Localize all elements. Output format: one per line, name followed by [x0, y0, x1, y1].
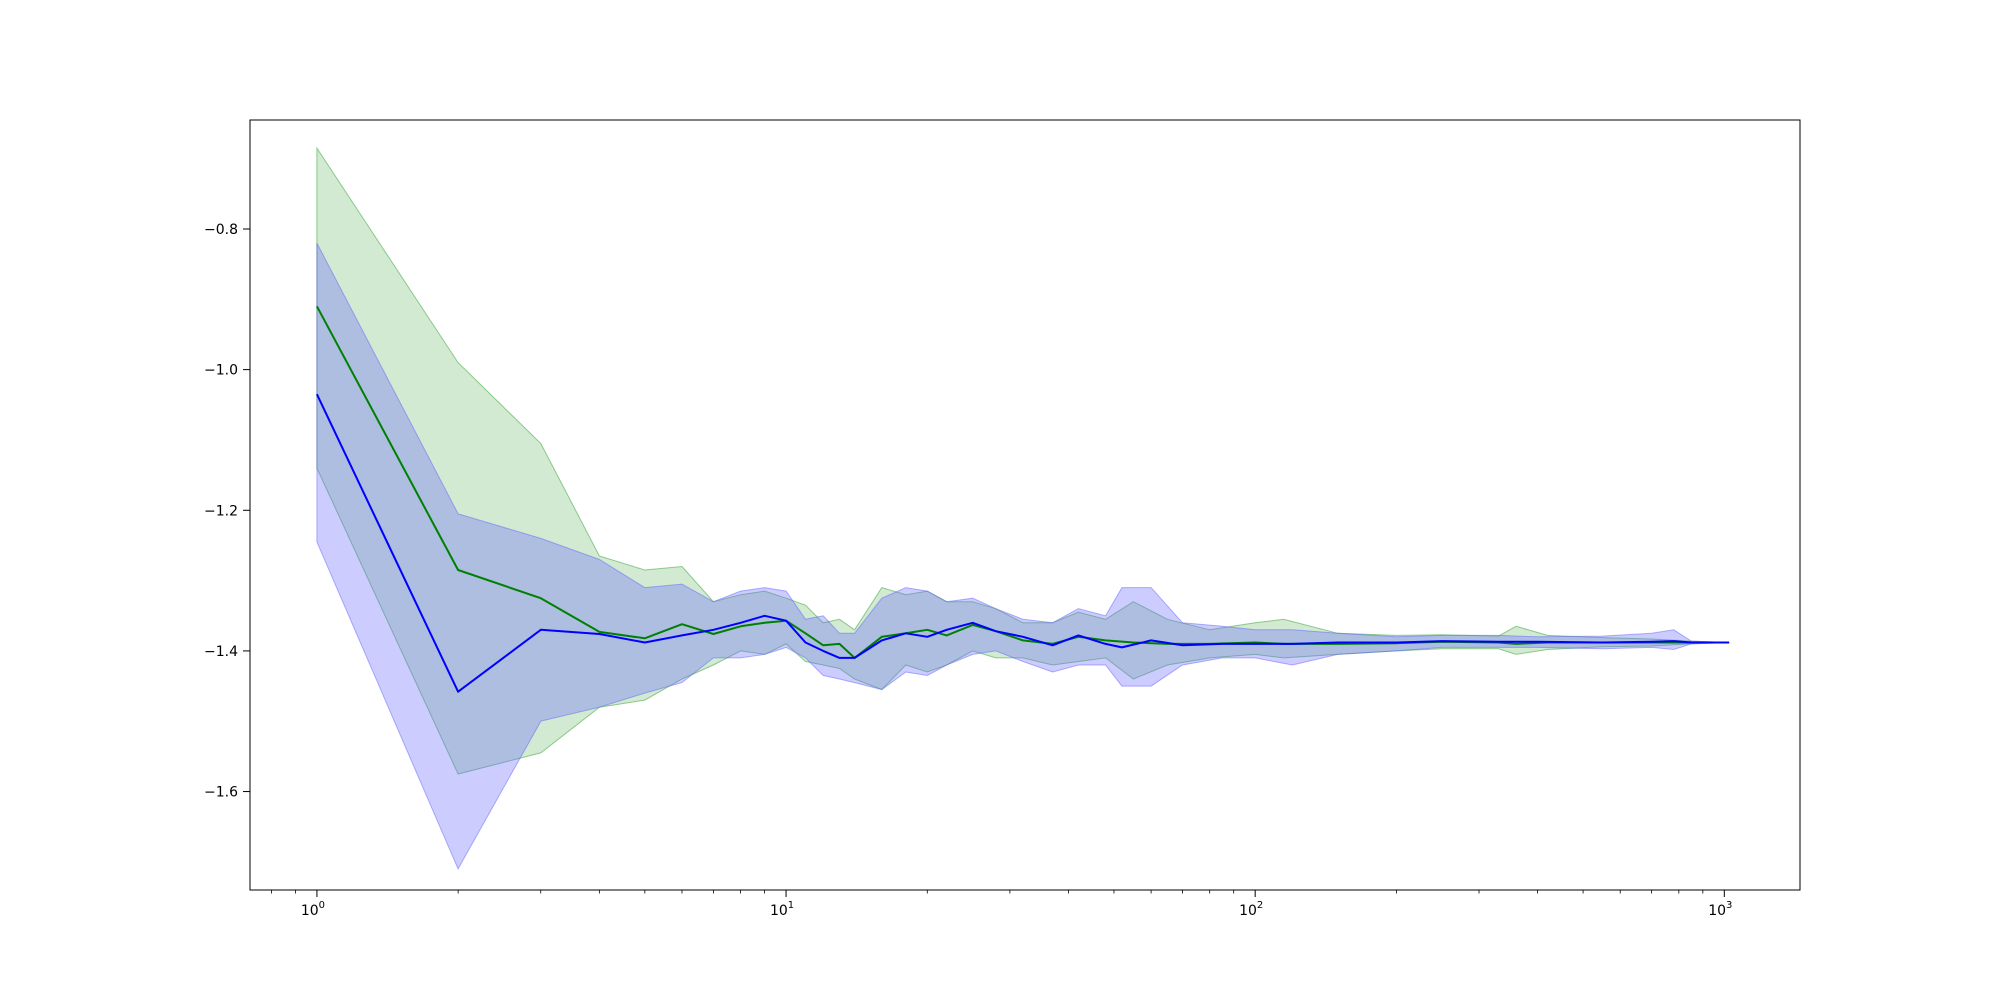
x-tick-label: 101 — [770, 900, 794, 919]
x-tick-label: 103 — [1708, 900, 1732, 919]
x-tick-label: 102 — [1239, 900, 1263, 919]
y-axis: −0.8 −1.0 −1.2 −1.4 −1.6 — [204, 222, 250, 801]
x-axis: 100 101 102 103 — [271, 890, 1732, 919]
y-tick-label: −1.6 — [204, 785, 238, 801]
y-tick-label: −1.4 — [204, 644, 238, 660]
y-tick-label: −1.0 — [204, 363, 238, 379]
x-tick-label: 100 — [301, 900, 325, 919]
y-tick-label: −0.8 — [204, 222, 238, 238]
y-tick-label: −1.2 — [204, 503, 238, 519]
series-lines — [315, 305, 1730, 693]
plot-area-frame — [249, 119, 1801, 891]
series-2-line — [315, 393, 1730, 693]
